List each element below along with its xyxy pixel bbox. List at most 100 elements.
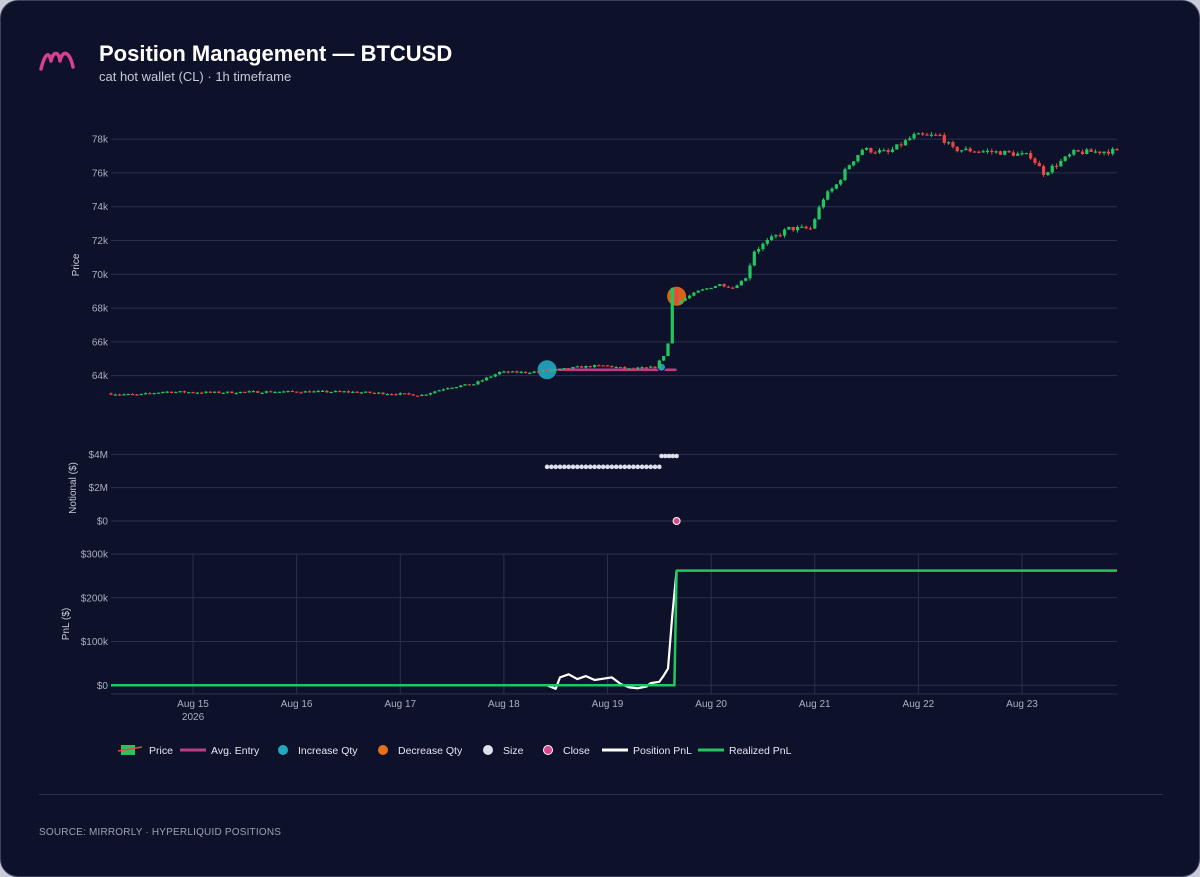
candle-body <box>1076 150 1080 152</box>
candle-body <box>234 393 238 395</box>
candle-body <box>204 391 208 393</box>
candle-body <box>515 371 519 373</box>
x-tick-label: Aug 18 <box>488 699 520 710</box>
position-chart: 64k 66k 68k 70k 72k 74k 76k 78k Price $0 $2M $4M Not… <box>61 131 1119 757</box>
candle-body <box>459 385 463 388</box>
candle-body <box>290 390 294 393</box>
candle-body <box>808 228 813 230</box>
price-tick-label: 74k <box>92 202 109 213</box>
size-dot <box>579 464 584 470</box>
candle-body <box>1080 151 1085 154</box>
candle-body <box>402 393 407 395</box>
candle-body <box>821 199 826 208</box>
size-dot <box>670 453 676 459</box>
candle-body <box>787 226 791 230</box>
candle-body <box>847 165 851 170</box>
size-dot <box>583 464 589 470</box>
legend-label: Size <box>503 745 524 757</box>
candle-body <box>739 280 743 286</box>
x-tick-label: Aug 20 <box>695 699 727 710</box>
candle-body <box>1085 149 1089 154</box>
price-swatch-wick <box>117 746 143 752</box>
candle-body <box>243 391 247 394</box>
candle-body <box>225 391 230 393</box>
legend-label: Avg. Entry <box>211 745 260 757</box>
candle-body <box>1111 148 1115 154</box>
candle-body <box>826 191 830 200</box>
candle-body <box>536 371 541 373</box>
legend-dot-swatch <box>278 745 288 755</box>
candle-body <box>394 394 398 396</box>
candle-body <box>295 391 299 393</box>
candle-body <box>195 392 199 394</box>
candle-body <box>372 392 376 395</box>
candle-body <box>562 368 566 370</box>
candle-body <box>316 390 320 393</box>
candle-body <box>238 391 243 394</box>
x-tick-label: Aug 16 <box>281 699 313 710</box>
size-dot <box>605 464 610 470</box>
candle-body <box>834 184 838 189</box>
price-tick-label: 72k <box>92 236 109 247</box>
size-dot <box>566 464 571 470</box>
candle-body <box>575 366 579 368</box>
candle-body <box>882 150 886 152</box>
candle-body <box>506 371 510 373</box>
candle-body <box>333 390 338 393</box>
size-dot <box>562 464 567 470</box>
legend-dot-swatch <box>378 745 388 755</box>
x-tick-label: Aug 19 <box>592 699 624 710</box>
candle-body <box>1054 165 1059 168</box>
candle-body <box>592 365 597 368</box>
candle-body <box>437 390 441 392</box>
candle-body <box>1003 150 1007 155</box>
candle-body <box>407 393 411 395</box>
candle-body <box>221 392 225 394</box>
price-tick-label: 64k <box>92 371 109 382</box>
candle-body <box>325 390 329 393</box>
candle-body <box>139 393 143 396</box>
candle-body <box>640 367 644 369</box>
candle-body <box>895 144 899 150</box>
candle-body <box>489 376 493 378</box>
candle-body <box>679 300 683 304</box>
candle-body <box>523 371 528 373</box>
footer-divider <box>39 794 1163 795</box>
candle-body <box>558 368 562 370</box>
candle-body <box>718 284 722 287</box>
candle-body <box>942 135 946 143</box>
candle-body <box>869 147 873 153</box>
candle-body <box>588 366 592 368</box>
candle-body <box>122 394 126 396</box>
size-dot <box>626 464 632 470</box>
candle-body <box>187 392 191 394</box>
candle-body <box>528 372 532 375</box>
candle-body <box>618 366 623 369</box>
candle-body <box>359 392 364 394</box>
legend-item-realized-pnl: Realized PnL <box>698 745 792 757</box>
candle-body <box>998 151 1003 155</box>
candle-body <box>191 392 195 394</box>
candle-body <box>657 360 661 369</box>
candle-body <box>467 384 471 386</box>
candle-body <box>830 188 834 192</box>
legend-item-close: Close <box>543 745 590 757</box>
candle-body <box>355 391 359 393</box>
candle-body <box>415 395 420 397</box>
notional-axis-title: Notional ($) <box>68 462 79 514</box>
candle-body <box>143 393 148 395</box>
size-dot <box>549 464 554 470</box>
candle-body <box>579 366 584 368</box>
candle-body <box>463 384 467 386</box>
candle-body <box>1098 151 1102 154</box>
notional-tick-label: $2M <box>89 483 108 494</box>
candle-body <box>1067 154 1072 157</box>
x-tick-label: Aug 22 <box>903 699 935 710</box>
candle-body <box>213 391 217 393</box>
size-dot <box>631 464 636 470</box>
size-dot <box>622 464 628 470</box>
candle-body <box>286 390 290 393</box>
candle-body <box>148 393 152 395</box>
price-tick-label: 70k <box>92 270 109 281</box>
candle-body <box>1041 166 1046 176</box>
